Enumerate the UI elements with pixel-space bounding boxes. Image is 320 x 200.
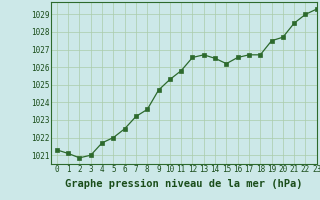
- X-axis label: Graphe pression niveau de la mer (hPa): Graphe pression niveau de la mer (hPa): [65, 179, 303, 189]
